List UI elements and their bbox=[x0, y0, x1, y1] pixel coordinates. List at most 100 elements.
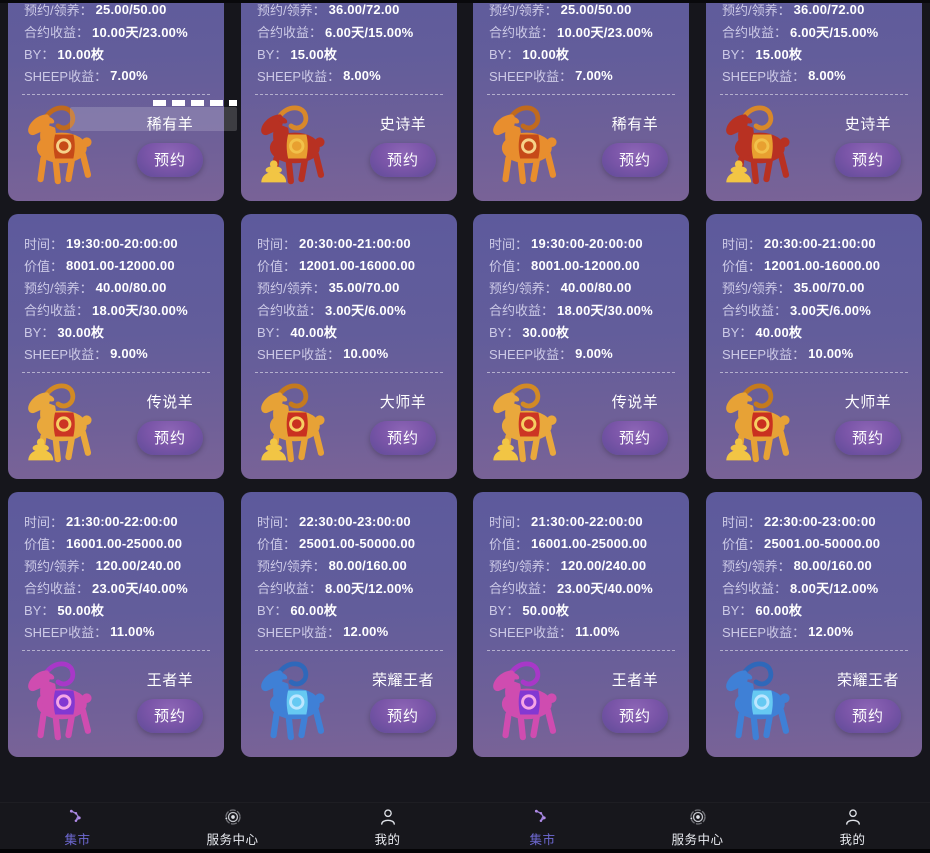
tab-profile[interactable]: 我的 bbox=[775, 803, 930, 849]
sheep-illustration bbox=[477, 100, 569, 192]
tooltip-artifact-dashes bbox=[153, 100, 237, 106]
app-viewport: 预约/领养： 25.00/50.00 合约收益： 10.00天/23.00% B… bbox=[465, 0, 930, 853]
detail-line: 合约收益： 3.00天/6.00% bbox=[706, 298, 922, 320]
detail-line: 预约/领养： 36.00/72.00 bbox=[241, 0, 457, 20]
reserve-button[interactable]: 预约 bbox=[602, 420, 668, 455]
sheep-illustration bbox=[477, 656, 569, 748]
detail-label: BY： bbox=[257, 602, 288, 618]
detail-line: 价值： 16001.00-25000.00 bbox=[473, 532, 689, 554]
market-card-list: 预约/领养： 25.00/50.00 合约收益： 10.00天/23.00% B… bbox=[0, 0, 465, 802]
sheep-illustration bbox=[12, 378, 104, 470]
detail-label: 价值： bbox=[722, 258, 762, 274]
card-detail-lines: 预约/领养： 25.00/50.00 合约收益： 10.00天/23.00% B… bbox=[473, 0, 689, 86]
detail-line: 合约收益： 23.00天/40.00% bbox=[8, 576, 224, 598]
detail-line: BY： 40.00枚 bbox=[241, 320, 457, 342]
reserve-button[interactable]: 预约 bbox=[370, 698, 436, 733]
detail-label: 预约/领养： bbox=[722, 280, 791, 296]
reserve-button[interactable]: 预约 bbox=[602, 698, 668, 733]
detail-label: 价值： bbox=[489, 536, 529, 552]
sheep-card-grid: 预约/领养： 25.00/50.00 合约收益： 10.00天/23.00% B… bbox=[465, 0, 930, 757]
tab-service[interactable]: 服务中心 bbox=[155, 803, 310, 849]
detail-label: 时间： bbox=[722, 236, 762, 252]
sheep-card-legend: 时间： 19:30:00-20:00:00 价值： 8001.00-12000.… bbox=[8, 214, 224, 479]
detail-line: 预约/领养： 40.00/80.00 bbox=[8, 276, 224, 298]
detail-label: 价值： bbox=[24, 258, 64, 274]
detail-line: 合约收益： 10.00天/23.00% bbox=[8, 20, 224, 42]
dashed-divider bbox=[487, 94, 675, 95]
reserve-button[interactable]: 预约 bbox=[835, 698, 901, 733]
tab-label: 我的 bbox=[839, 833, 866, 847]
detail-value: 19:30:00-20:00:00 bbox=[531, 235, 643, 251]
detail-value: 7.00% bbox=[110, 67, 148, 83]
card-cta-area: 稀有羊 预约 bbox=[569, 113, 681, 177]
dashed-divider bbox=[255, 372, 443, 373]
dashed-divider bbox=[255, 650, 443, 651]
card-footer: 传说羊 预约 bbox=[473, 373, 689, 472]
detail-value: 12.00% bbox=[808, 623, 854, 639]
detail-line: SHEEP收益： 11.00% bbox=[8, 620, 224, 642]
detail-line: 预约/领养： 36.00/72.00 bbox=[706, 0, 922, 20]
tab-market[interactable]: 集市 bbox=[0, 803, 155, 849]
sheep-name: 大师羊 bbox=[379, 393, 427, 411]
card-detail-lines: 预约/领养： 25.00/50.00 合约收益： 10.00天/23.00% B… bbox=[8, 0, 224, 86]
detail-value: 80.00/160.00 bbox=[793, 557, 872, 573]
detail-line: SHEEP收益： 7.00% bbox=[473, 64, 689, 86]
tab-label: 我的 bbox=[374, 833, 401, 847]
reserve-button[interactable]: 预约 bbox=[370, 420, 436, 455]
sheep-name: 史诗羊 bbox=[379, 115, 427, 133]
detail-line: 预约/领养： 120.00/240.00 bbox=[8, 554, 224, 576]
bottom-tab-bar: 集市 服务中心 我的 bbox=[465, 802, 930, 853]
detail-line: SHEEP收益： 10.00% bbox=[706, 342, 922, 364]
detail-value: 21:30:00-22:00:00 bbox=[66, 513, 178, 529]
detail-value: 30.00枚 bbox=[522, 324, 570, 340]
reserve-button[interactable]: 预约 bbox=[137, 698, 203, 733]
reserve-button[interactable]: 预约 bbox=[602, 142, 668, 177]
detail-label: BY： bbox=[722, 324, 753, 340]
card-footer: 王者羊 预约 bbox=[473, 651, 689, 750]
card-footer: 史诗羊 预约 bbox=[241, 95, 457, 194]
profile-icon bbox=[845, 809, 860, 825]
detail-line: BY： 30.00枚 bbox=[473, 320, 689, 342]
card-cta-area: 荣耀王者 预约 bbox=[337, 669, 449, 733]
detail-value: 10.00枚 bbox=[57, 46, 105, 62]
detail-value: 40.00/80.00 bbox=[560, 279, 632, 295]
detail-label: SHEEP收益： bbox=[722, 624, 806, 640]
detail-line: 时间： 21:30:00-22:00:00 bbox=[8, 510, 224, 532]
detail-label: 预约/领养： bbox=[722, 558, 791, 574]
detail-label: SHEEP收益： bbox=[257, 68, 341, 84]
sheep-illustration bbox=[710, 656, 802, 748]
detail-line: 时间： 20:30:00-21:00:00 bbox=[706, 232, 922, 254]
tab-market[interactable]: 集市 bbox=[465, 803, 620, 849]
reserve-button[interactable]: 预约 bbox=[137, 142, 203, 177]
detail-value: 22:30:00-23:00:00 bbox=[764, 513, 876, 529]
detail-value: 36.00/72.00 bbox=[328, 1, 400, 17]
detail-value: 35.00/70.00 bbox=[793, 279, 865, 295]
reserve-button[interactable]: 预约 bbox=[835, 142, 901, 177]
detail-label: 时间： bbox=[489, 236, 529, 252]
card-footer: 史诗羊 预约 bbox=[706, 95, 922, 194]
tab-service[interactable]: 服务中心 bbox=[620, 803, 775, 849]
detail-line: 预约/领养： 40.00/80.00 bbox=[473, 276, 689, 298]
detail-value: 8.00天/12.00% bbox=[790, 580, 879, 596]
market-card-list: 预约/领养： 25.00/50.00 合约收益： 10.00天/23.00% B… bbox=[465, 0, 930, 802]
dashed-divider bbox=[720, 372, 908, 373]
dashed-divider bbox=[22, 372, 210, 373]
detail-line: 价值： 12001.00-16000.00 bbox=[241, 254, 457, 276]
reserve-button[interactable]: 预约 bbox=[137, 420, 203, 455]
sheep-name: 王者羊 bbox=[611, 671, 659, 689]
detail-line: 合约收益： 18.00天/30.00% bbox=[8, 298, 224, 320]
reserve-button[interactable]: 预约 bbox=[835, 420, 901, 455]
reserve-button[interactable]: 预约 bbox=[370, 142, 436, 177]
detail-label: 合约收益： bbox=[489, 302, 555, 318]
detail-line: 合约收益： 10.00天/23.00% bbox=[473, 20, 689, 42]
sheep-card-master: 时间： 20:30:00-21:00:00 价值： 12001.00-16000… bbox=[241, 214, 457, 479]
card-cta-area: 荣耀王者 预约 bbox=[802, 669, 914, 733]
detail-value: 10.00% bbox=[808, 345, 854, 361]
detail-line: 合约收益： 6.00天/15.00% bbox=[241, 20, 457, 42]
card-footer: 王者羊 预约 bbox=[8, 651, 224, 750]
detail-label: BY： bbox=[24, 46, 55, 62]
tab-profile[interactable]: 我的 bbox=[310, 803, 465, 849]
detail-label: SHEEP收益： bbox=[489, 624, 573, 640]
app-viewport: 预约/领养： 25.00/50.00 合约收益： 10.00天/23.00% B… bbox=[0, 0, 465, 849]
detail-line: BY： 60.00枚 bbox=[706, 598, 922, 620]
